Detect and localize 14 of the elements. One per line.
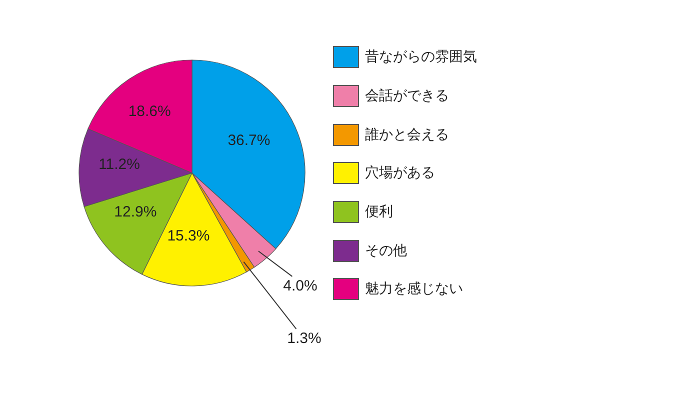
data-label: 11.2% [98,156,140,174]
data-label: 15.3% [167,227,210,244]
legend-label: 会話ができる [365,87,449,106]
data-label: 1.3% [287,330,322,347]
legend-label: 便利 [365,203,393,222]
legend-label: 昔ながらの雰囲気 [365,48,477,66]
data-label: 12.9% [114,204,157,221]
data-label: 4.0% [283,277,318,294]
legend-label: 誰かと会える [365,126,449,144]
data-label: 36.7% [228,132,270,149]
legend-label: 穴場がある [365,164,435,182]
legend-label: 魅力を感じない [365,280,463,298]
legend-label: その他 [365,242,407,260]
data-label: 18.6% [128,102,171,120]
